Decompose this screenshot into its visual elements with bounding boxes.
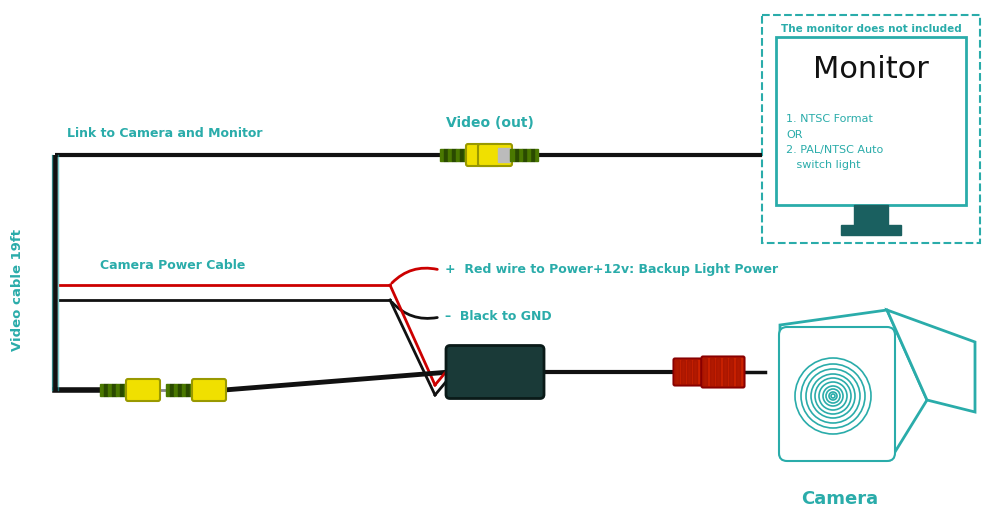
FancyBboxPatch shape (761, 15, 979, 243)
Text: –  Black to GND: – Black to GND (444, 311, 551, 323)
Text: Video (out): Video (out) (445, 116, 534, 130)
Bar (463, 149, 467, 161)
Bar (190, 384, 194, 396)
Text: Link to Camera and Monitor: Link to Camera and Monitor (67, 127, 262, 140)
Bar (722, 358, 726, 386)
Bar (451, 149, 455, 161)
FancyBboxPatch shape (701, 356, 744, 387)
Bar (498, 148, 510, 162)
FancyBboxPatch shape (445, 346, 544, 399)
FancyBboxPatch shape (775, 37, 965, 205)
Bar (174, 384, 178, 396)
Text: OR: OR (785, 130, 802, 140)
FancyBboxPatch shape (778, 327, 894, 461)
Bar (182, 384, 186, 396)
FancyBboxPatch shape (673, 358, 701, 386)
Bar (186, 384, 190, 396)
Bar (522, 149, 526, 161)
Bar (455, 149, 459, 161)
Bar (166, 384, 170, 396)
Text: 1. NTSC Format: 1. NTSC Format (785, 114, 872, 124)
Bar (120, 384, 124, 396)
FancyBboxPatch shape (126, 379, 160, 401)
FancyBboxPatch shape (465, 144, 500, 166)
Bar (443, 149, 447, 161)
Bar (100, 384, 104, 396)
Bar (703, 358, 707, 386)
Polygon shape (779, 310, 926, 460)
Bar (116, 384, 120, 396)
Bar (530, 149, 534, 161)
Bar (514, 149, 518, 161)
Text: +  Red wire to Power+12v: Backup Light Power: + Red wire to Power+12v: Backup Light Po… (444, 264, 777, 277)
Bar (716, 358, 720, 386)
Bar (840, 225, 901, 235)
Bar (692, 360, 696, 384)
Text: 2. PAL/NTSC Auto: 2. PAL/NTSC Auto (785, 145, 883, 155)
Bar (447, 149, 451, 161)
Bar (510, 149, 514, 161)
FancyBboxPatch shape (477, 144, 512, 166)
Bar (459, 149, 463, 161)
Text: Monitor: Monitor (812, 55, 928, 83)
Text: Camera Power Cable: Camera Power Cable (100, 259, 246, 272)
Bar (518, 149, 522, 161)
Bar (526, 149, 530, 161)
Bar (534, 149, 538, 161)
Polygon shape (886, 310, 974, 412)
Text: The monitor does not included: The monitor does not included (780, 24, 960, 34)
Bar (124, 384, 128, 396)
Bar (853, 205, 887, 225)
Bar (729, 358, 733, 386)
FancyBboxPatch shape (192, 379, 226, 401)
Text: Video cable 19ft: Video cable 19ft (12, 229, 25, 351)
Bar (709, 358, 713, 386)
Bar (104, 384, 108, 396)
Bar (178, 384, 182, 396)
Text: Camera: Camera (800, 490, 878, 508)
Bar (112, 384, 116, 396)
Bar (680, 360, 684, 384)
Bar (170, 384, 174, 396)
Bar (686, 360, 690, 384)
Text: switch light: switch light (785, 160, 860, 170)
Bar (674, 360, 678, 384)
Bar (108, 384, 112, 396)
Bar (735, 358, 739, 386)
Bar (439, 149, 443, 161)
